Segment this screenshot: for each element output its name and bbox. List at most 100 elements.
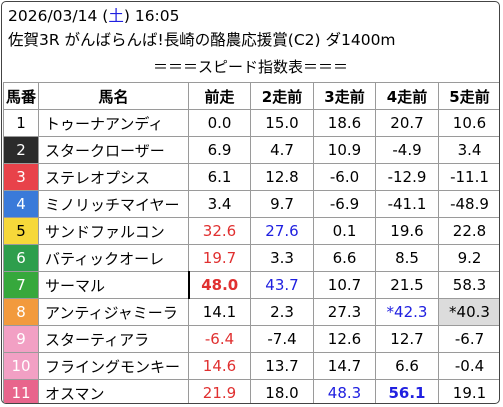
speed-index-cell: 27.6 [250, 217, 314, 245]
header-4-races-ago: 4走前 [375, 82, 439, 110]
speed-index-cell: 43.7 [250, 271, 314, 299]
horse-name-cell: フライングモンキー [38, 352, 189, 380]
speed-index-cell: 27.3 [313, 298, 376, 326]
speed-index-cell: 18.0 [250, 379, 314, 403]
speed-index-cell: 10.7 [313, 271, 376, 299]
race-title: 佐賀3R がんばらんば!長崎の酪農応援賞(C2) ダ1400m [8, 31, 396, 49]
speed-index-cell: 13.7 [250, 352, 314, 380]
table-row: 3 ステレオプシス 6.1 12.8 -6.0 -12.9 -11.1 [3, 163, 499, 191]
horse-name-cell: サーマル [38, 271, 190, 299]
speed-index-cell: 2.3 [250, 298, 314, 326]
horse-number-cell: 4 [3, 190, 39, 218]
speed-index-cell: 18.6 [313, 109, 376, 137]
speed-index-cell: 3.3 [250, 244, 314, 272]
speed-index-cell: 6.1 [188, 163, 251, 191]
speed-index-cell: 3.4 [438, 136, 499, 164]
horse-number-cell: 2 [3, 136, 39, 164]
horse-number-cell: 5 [3, 217, 39, 245]
speed-index-cell: 19.1 [438, 379, 499, 403]
table-header-row: 馬番 馬名 前走 2走前 3走前 4走前 5走前 [3, 82, 499, 110]
speed-index-cell: -6.0 [313, 163, 376, 191]
speed-index-cell: 6.6 [375, 352, 439, 380]
header-5-races-ago: 5走前 [438, 82, 499, 110]
speed-index-cell: -6.7 [438, 325, 499, 353]
speed-index-cell: 14.6 [188, 352, 251, 380]
speed-index-cell: -41.1 [375, 190, 439, 218]
speed-index-cell: 10.6 [438, 109, 499, 137]
speed-index-cell: -6.4 [188, 325, 251, 353]
speed-index-cell: 4.7 [250, 136, 314, 164]
speed-index-cell: 9.7 [250, 190, 314, 218]
table-row: 9 スターティアラ -6.4 -7.4 12.6 12.7 -6.7 [3, 325, 499, 353]
paren-open: ( [97, 7, 109, 25]
horse-number-cell: 6 [3, 244, 39, 272]
speed-index-cell: -7.4 [250, 325, 314, 353]
horse-name-cell: スタークローザー [38, 136, 189, 164]
speed-index-cell: 6.6 [313, 244, 376, 272]
speed-index-cell: *40.3 [438, 298, 499, 326]
horse-name-cell: サンドファルコン [38, 217, 189, 245]
speed-index-cell: 12.6 [313, 325, 376, 353]
speed-index-cell: -0.4 [438, 352, 499, 380]
speed-index-cell: 22.8 [438, 217, 499, 245]
speed-index-cell: 21.9 [188, 379, 251, 403]
speed-index-cell: 10.9 [313, 136, 376, 164]
speed-index-cell: 8.5 [375, 244, 439, 272]
race-datetime: 2026/03/14 (土) 16:05 [8, 7, 180, 25]
header-horse-number: 馬番 [3, 82, 39, 110]
speed-index-cell: 32.6 [188, 217, 251, 245]
horse-number-cell: 10 [3, 352, 39, 380]
speed-index-cell: 19.7 [188, 244, 251, 272]
speed-index-cell: 48.0 [188, 271, 251, 299]
speed-index-cell: 12.8 [250, 163, 314, 191]
speed-index-cell: 20.7 [375, 109, 439, 137]
speed-index-cell: 3.4 [188, 190, 251, 218]
speed-index-cell: 48.3 [313, 379, 376, 403]
speed-index-cell: 0.0 [188, 109, 251, 137]
speed-index-cell: 6.9 [188, 136, 251, 164]
day-of-week: 土 [108, 7, 124, 25]
table-row: 1 トゥーナアンディ 0.0 15.0 18.6 20.7 10.6 [3, 109, 499, 137]
horse-name-cell: アンティジャミーラ [38, 298, 189, 326]
horse-name-cell: バティックオーレ [38, 244, 189, 272]
speed-index-cell: 58.3 [438, 271, 499, 299]
horse-number-cell: 1 [3, 109, 39, 137]
table-row: 6 バティックオーレ 19.7 3.3 6.6 8.5 9.2 [3, 244, 499, 272]
header-last-race: 前走 [188, 82, 251, 110]
table-row: 8 アンティジャミーラ 14.1 2.3 27.3 *42.3 *40.3 [3, 298, 499, 326]
horse-name-cell: ミノリッチマイヤー [38, 190, 189, 218]
horse-number-cell: 9 [3, 325, 39, 353]
header-horse-name: 馬名 [38, 82, 189, 110]
table-row: 2 スタークローザー 6.9 4.7 10.9 -4.9 3.4 [3, 136, 499, 164]
speed-index-cell: 14.1 [188, 298, 251, 326]
horse-name-cell: ステレオプシス [38, 163, 189, 191]
speed-index-cell: -48.9 [438, 190, 499, 218]
header-2-races-ago: 2走前 [250, 82, 314, 110]
horse-name-cell: トゥーナアンディ [38, 109, 189, 137]
horse-number-cell: 8 [3, 298, 39, 326]
horse-name-cell: オスマン [38, 379, 189, 403]
speed-index-cell: -11.1 [438, 163, 499, 191]
table-row: 11 オスマン 21.9 18.0 48.3 56.1 19.1 [3, 379, 499, 403]
header-3-races-ago: 3走前 [313, 82, 376, 110]
speed-index-cell: *42.3 [375, 298, 439, 326]
table-row: 7 サーマル 48.0 43.7 10.7 21.5 58.3 [3, 271, 499, 299]
speed-index-cell: 12.7 [375, 325, 439, 353]
table-row: 5 サンドファルコン 32.6 27.6 0.1 19.6 22.8 [3, 217, 499, 245]
paren-close: ) [123, 7, 130, 25]
race-time: 16:05 [129, 7, 180, 25]
index-table-title: ＝＝＝スピード指数表＝＝＝ [152, 58, 348, 76]
speed-index-cell: -4.9 [375, 136, 439, 164]
horse-number-cell: 3 [3, 163, 39, 191]
table-row: 4 ミノリッチマイヤー 3.4 9.7 -6.9 -41.1 -48.9 [3, 190, 499, 218]
speed-index-cell: 0.1 [313, 217, 376, 245]
speed-index-cell: 19.6 [375, 217, 439, 245]
race-date: 2026/03/14 [8, 7, 98, 25]
speed-index-cell: 15.0 [250, 109, 314, 137]
speed-index-cell: 56.1 [375, 379, 439, 403]
speed-index-cell: -12.9 [375, 163, 439, 191]
table-row: 10 フライングモンキー 14.6 13.7 14.7 6.6 -0.4 [3, 352, 499, 380]
speed-index-table: 馬番 馬名 前走 2走前 3走前 4走前 5走前 1 トゥーナアンディ 0.0 15.… [3, 82, 499, 403]
horse-number-cell: 7 [3, 271, 39, 299]
